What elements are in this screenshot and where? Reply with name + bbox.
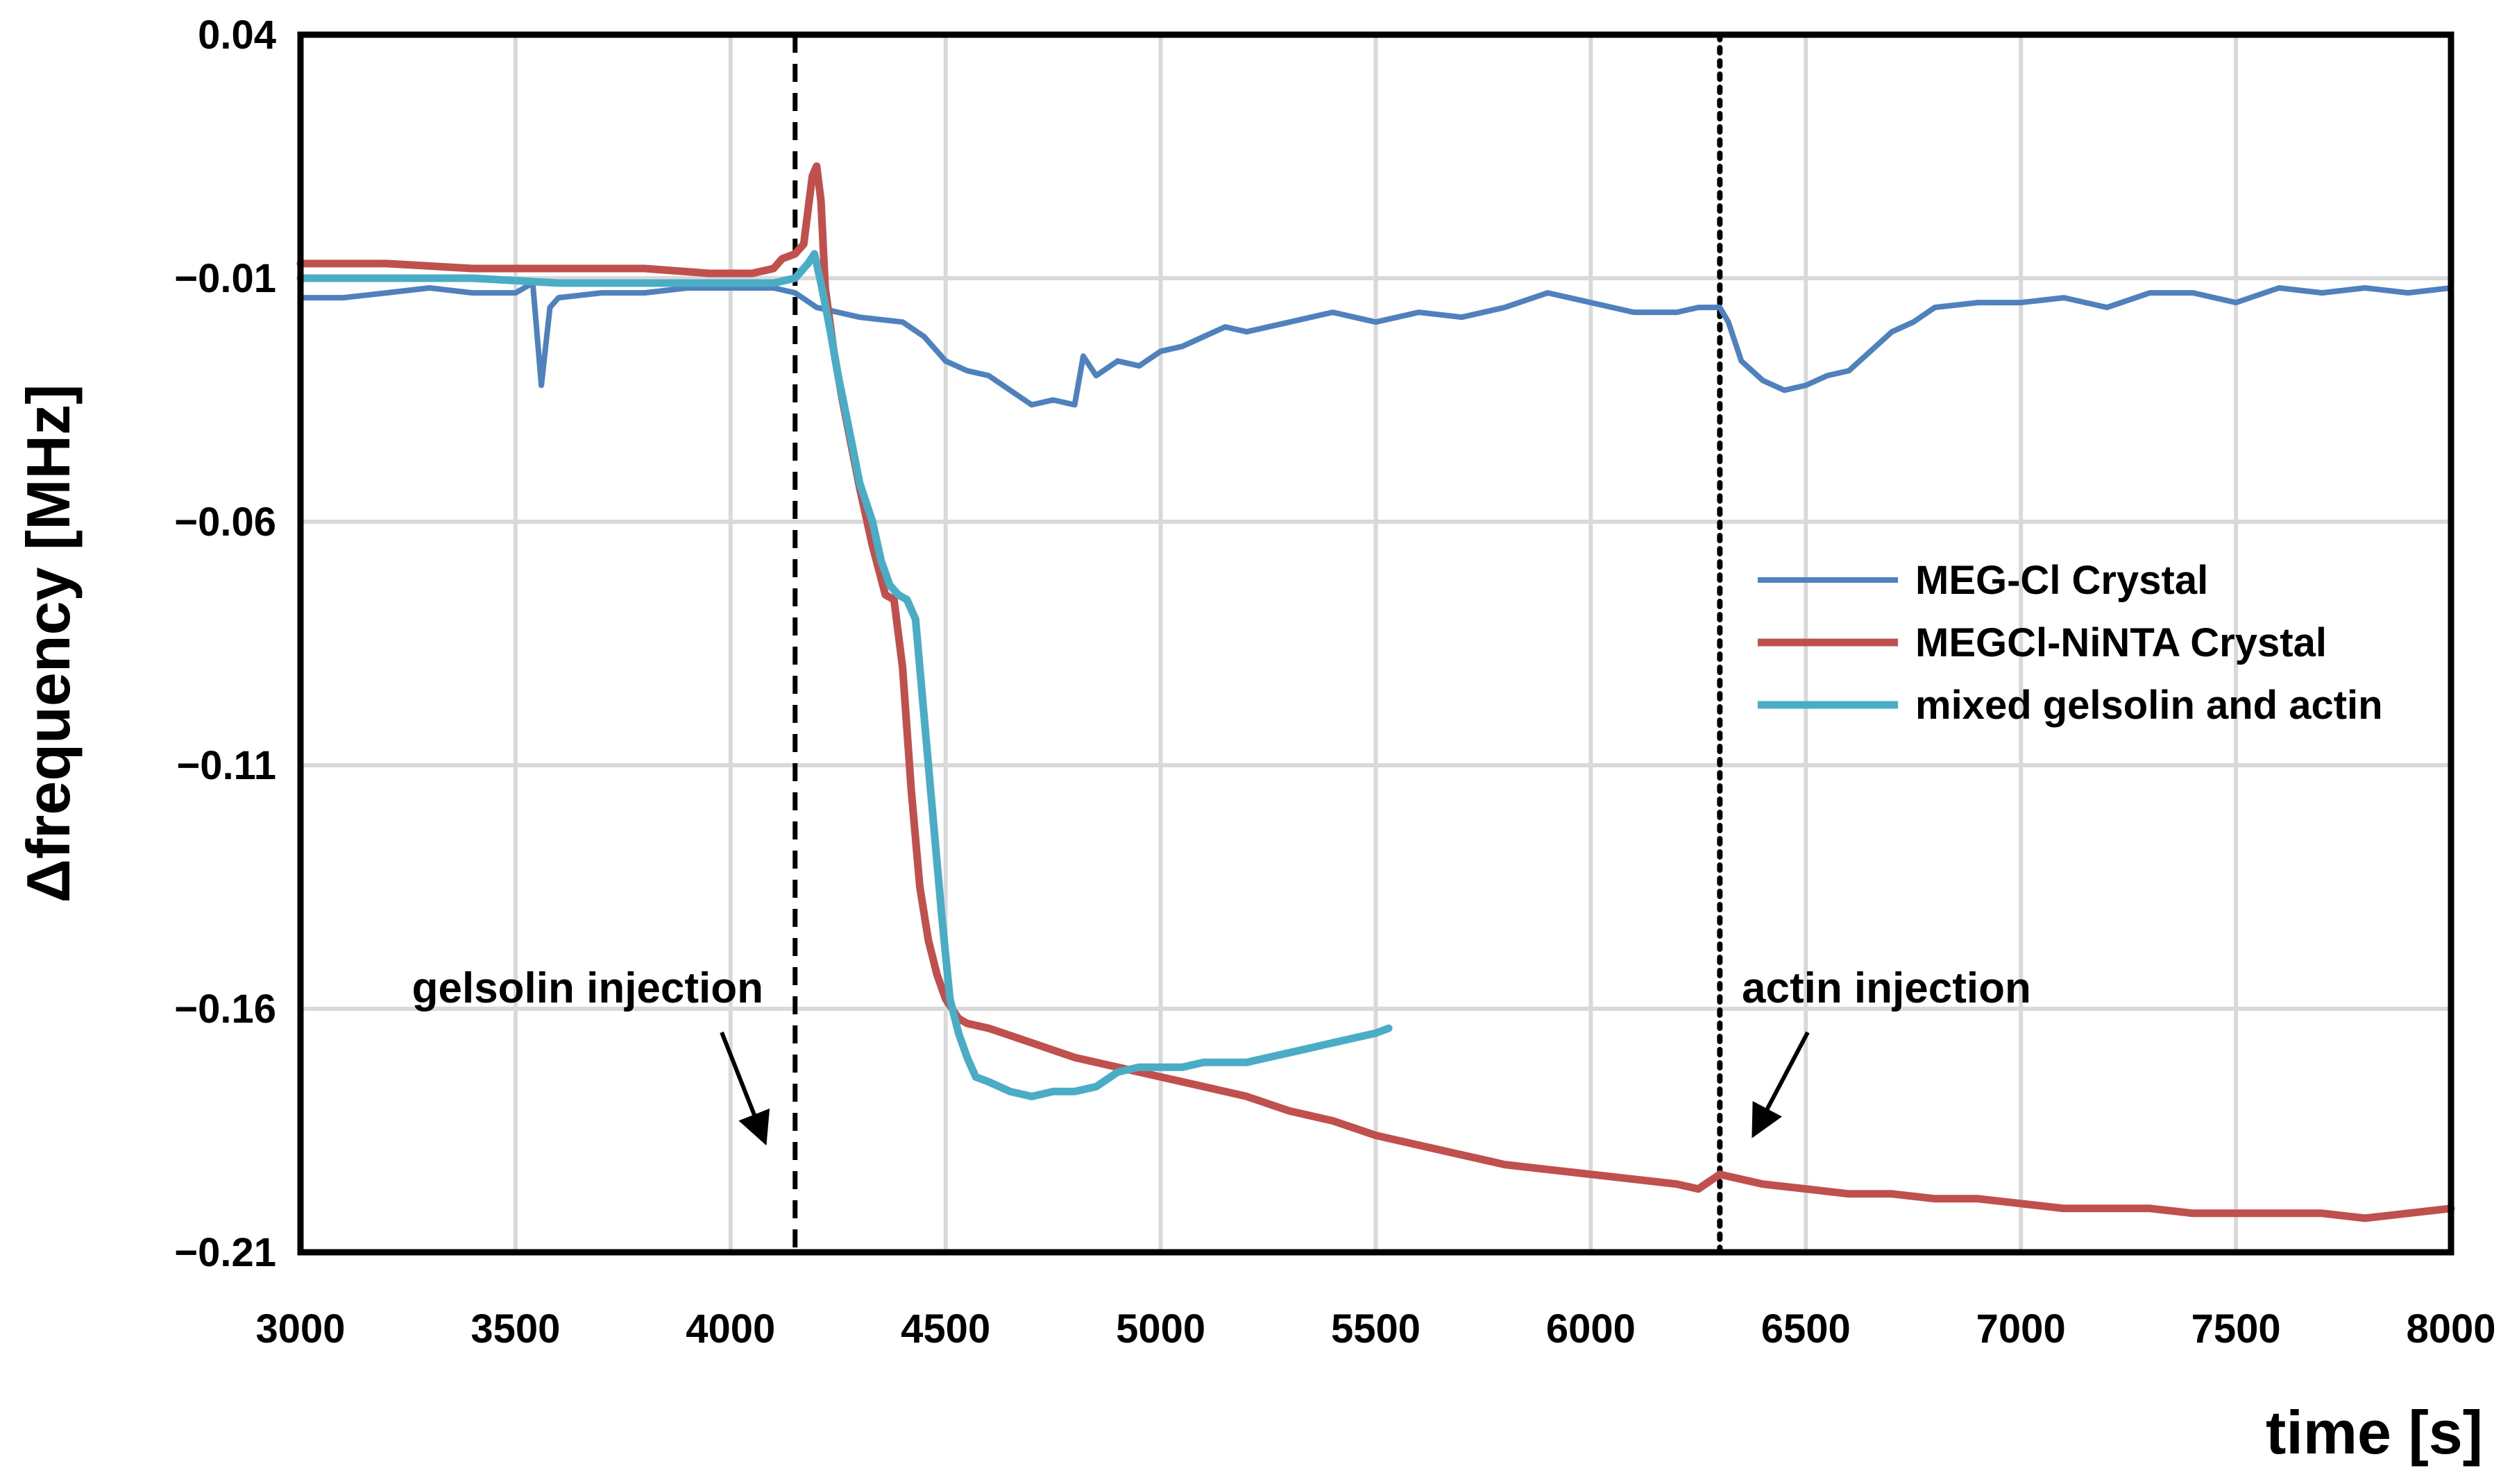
series-line-1 bbox=[296, 162, 2455, 1222]
y-tick-label: −0.21 bbox=[174, 1230, 276, 1275]
x-tick-label: 7500 bbox=[2191, 1306, 2281, 1351]
x-axis-ticks: 3000 3500 4000 4500 5000 5500 6000 6500 7000 7500… bbox=[255, 1306, 2495, 1351]
x-tick-label: 7000 bbox=[1976, 1306, 2066, 1351]
series-line-0 bbox=[298, 280, 2454, 408]
annotation-actin-injection: actin injection bbox=[1742, 964, 2031, 1012]
x-tick-label: 4500 bbox=[901, 1306, 990, 1351]
series-line-2 bbox=[296, 250, 1393, 1100]
y-axis-title: Δfrequency [MHz] bbox=[14, 384, 83, 903]
x-tick-label: 5000 bbox=[1116, 1306, 1205, 1351]
legend-label-0: MEG-Cl Crystal bbox=[1915, 558, 2208, 603]
x-tick-label: 6500 bbox=[1761, 1306, 1851, 1351]
legend-label-2: mixed gelsolin and actin bbox=[1915, 683, 2383, 728]
legend-label-1: MEGCl-NiNTA Crystal bbox=[1915, 620, 2327, 665]
y-tick-label: −0.16 bbox=[174, 987, 276, 1032]
x-tick-label: 4000 bbox=[686, 1306, 775, 1351]
x-axis-title: time [s] bbox=[2266, 1398, 2483, 1467]
annotation-gelsolin-injection: gelsolin injection bbox=[412, 964, 763, 1012]
series-lines bbox=[296, 162, 2455, 1222]
legend: MEG-Cl Crystal MEGCl-NiNTA Crystal mixed g… bbox=[1758, 558, 2383, 728]
x-tick-label: 3500 bbox=[470, 1306, 560, 1351]
x-tick-label: 3000 bbox=[255, 1306, 345, 1351]
annotation-actin-arrow bbox=[1752, 1031, 1810, 1138]
y-tick-label: 0.04 bbox=[198, 12, 276, 58]
x-tick-label: 5500 bbox=[1331, 1306, 1421, 1351]
plot-frame bbox=[297, 31, 2454, 1256]
y-tick-label: −0.01 bbox=[174, 256, 276, 301]
x-tick-label: 6000 bbox=[1546, 1306, 1636, 1351]
injection-markers bbox=[792, 32, 1723, 1255]
annotation-gelsolin-arrow bbox=[720, 1031, 770, 1146]
y-axis-ticks: 0.04 −0.01 −0.06 −0.11 −0.16 −0.21 bbox=[174, 12, 276, 1275]
y-tick-label: −0.06 bbox=[174, 500, 276, 545]
annotations: gelsolin injection actin injection bbox=[412, 964, 2031, 1146]
x-tick-label: 8000 bbox=[2406, 1306, 2495, 1351]
y-tick-label: −0.11 bbox=[176, 743, 276, 788]
